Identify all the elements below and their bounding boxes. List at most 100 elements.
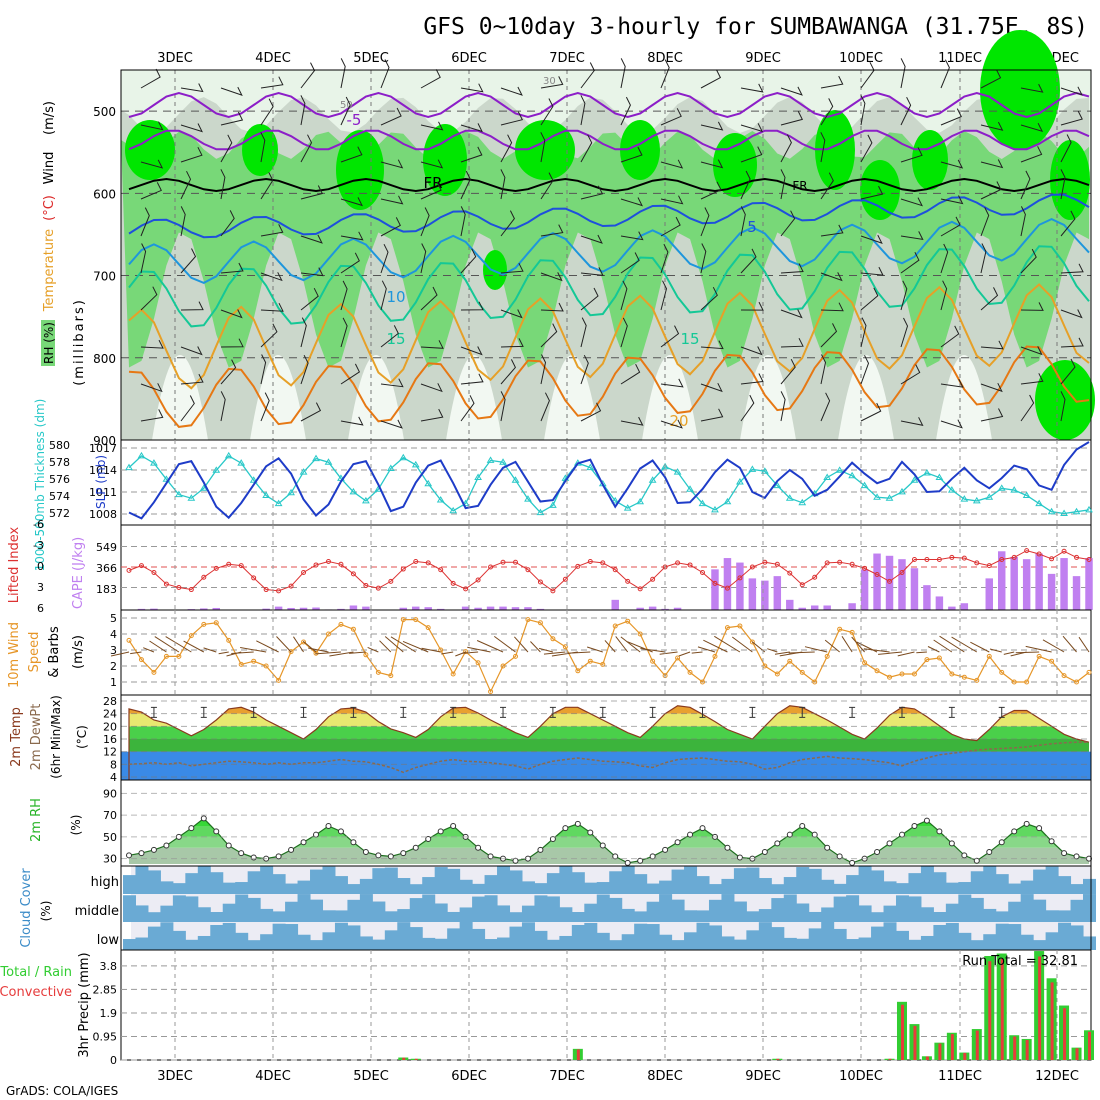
wind-barb <box>731 636 753 653</box>
minmax-errorbar <box>799 706 806 718</box>
wind-barb <box>620 363 641 385</box>
cloud-bar <box>895 930 909 950</box>
cloud-bar <box>1045 866 1059 894</box>
wind-barb <box>300 185 324 200</box>
wind-barb <box>540 392 550 422</box>
rh-marker <box>325 823 332 829</box>
wind-barb <box>620 197 643 207</box>
rh-marker <box>350 839 357 846</box>
wind-speed-marker <box>837 626 843 632</box>
wind-barb <box>315 651 341 655</box>
cape-bar <box>860 569 869 610</box>
precip-convective-bar <box>776 1058 780 1060</box>
cloud-bar <box>497 866 511 894</box>
contour-label: 5 <box>747 218 757 236</box>
cloud-bar <box>1033 940 1047 950</box>
cape-bar <box>673 607 682 610</box>
wind-barb <box>1060 358 1076 385</box>
rh-marker <box>1048 838 1055 845</box>
lifted-index-marker <box>463 586 469 592</box>
cloud-bar <box>409 927 423 950</box>
wind-barb <box>500 391 506 422</box>
wind-barb <box>780 111 804 126</box>
cloud-bar <box>684 910 698 922</box>
minmax-errorbar <box>200 706 207 718</box>
wind-barb <box>980 159 1004 169</box>
thickness-marker <box>835 466 844 473</box>
wind-barb <box>231 651 254 654</box>
chart-title: GFS 0~10day 3-hourly for SUMBAWANGA (31.… <box>423 14 1088 40</box>
cloud-bar <box>871 926 885 950</box>
wind-barb <box>780 134 792 163</box>
cloud-bar <box>509 912 523 922</box>
cloud-bar <box>1058 910 1072 922</box>
wind-barb <box>900 251 920 274</box>
cloud-bar <box>708 884 722 894</box>
rh-marker <box>138 850 145 857</box>
cape-bar <box>711 569 719 610</box>
cloud-bar <box>310 869 324 894</box>
wind-barb <box>620 58 626 89</box>
cloud-bar <box>945 903 959 922</box>
date-label-top: 10DEC <box>839 51 883 66</box>
thickness-marker <box>935 473 944 480</box>
wind-speed-marker <box>949 671 955 677</box>
cloud-bar <box>821 907 835 922</box>
cloud-bar <box>135 937 149 950</box>
lifted-index-marker <box>812 574 818 580</box>
cloud-bar <box>671 869 685 894</box>
thickness-marker <box>474 473 482 480</box>
precip-panel: 3.8 2.85 1.9 0.95 0 Run Total = 32.81 Total / … <box>0 949 1094 1067</box>
cloud-bar <box>833 928 847 950</box>
wind-speed-marker <box>550 636 556 642</box>
rh-saturated-patch <box>483 250 507 290</box>
wind-tick-label: 2 <box>110 660 117 673</box>
rh-marker <box>387 853 394 860</box>
cloud-bar <box>334 910 348 922</box>
cloud-bar <box>172 930 186 950</box>
cloud-bar <box>808 868 822 894</box>
wind-speed-marker <box>787 658 793 664</box>
cape-bar <box>287 607 295 610</box>
li-tick-label: -3 <box>33 539 44 552</box>
wind-barb <box>820 302 844 312</box>
lifted-index-marker <box>400 566 406 572</box>
lifted-index-marker <box>911 556 917 562</box>
wind-barb <box>183 640 205 653</box>
wind-barb <box>980 340 1004 350</box>
wind-barb <box>878 651 903 655</box>
cloud-bar <box>821 879 835 894</box>
wind-barb <box>165 636 192 653</box>
lifted-index-marker <box>288 583 294 589</box>
cape-bar <box>798 607 806 610</box>
cloud-bar <box>447 868 461 894</box>
wind-barb <box>980 207 990 237</box>
wind-barb <box>420 383 443 393</box>
wind-barb <box>580 134 593 163</box>
cape-bar <box>137 608 146 610</box>
temp-tick-label: 12 <box>103 746 117 759</box>
cloud-bar <box>696 876 710 894</box>
cloud-bar <box>684 866 698 894</box>
thickness-marker <box>972 496 981 504</box>
cape-tick-label: 183 <box>96 583 117 596</box>
wind-barb <box>180 395 195 422</box>
rh-marker <box>637 857 644 864</box>
cloud-bar <box>958 894 972 922</box>
rh-marker <box>126 852 132 859</box>
lifted-index-marker <box>512 559 518 565</box>
cloud-bar <box>384 930 398 950</box>
date-label-bottom: 6DEC <box>451 1069 487 1084</box>
thickness-marker <box>386 464 395 471</box>
dry-low-level-spike <box>250 355 306 440</box>
minmax-errorbar <box>599 706 606 718</box>
wind-barb <box>220 169 226 200</box>
temperature-label: Temperature <box>42 229 57 312</box>
thickness-marker <box>873 493 881 500</box>
wind-barb <box>1060 263 1084 274</box>
wind-barb <box>820 323 838 348</box>
wind-barb <box>860 402 882 422</box>
cloud-bar <box>434 867 448 894</box>
cape-bar <box>212 607 221 610</box>
